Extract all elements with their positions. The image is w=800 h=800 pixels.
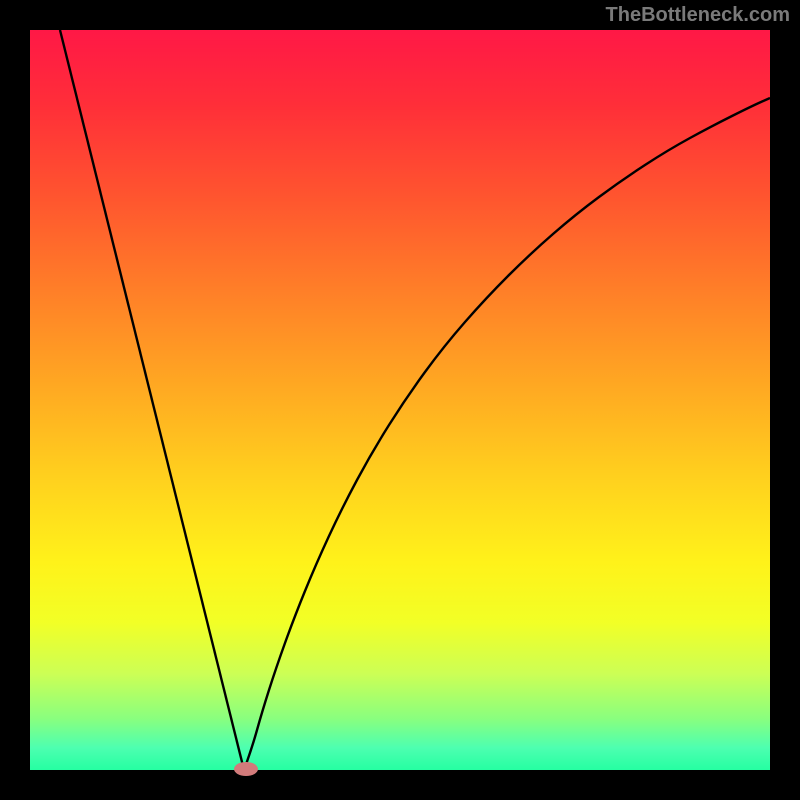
watermark-label: TheBottleneck.com <box>606 4 790 27</box>
plot-background <box>30 30 770 770</box>
bottleneck-chart <box>0 0 800 800</box>
chart-container: TheBottleneck.com <box>0 0 800 800</box>
optimum-marker <box>234 762 258 776</box>
